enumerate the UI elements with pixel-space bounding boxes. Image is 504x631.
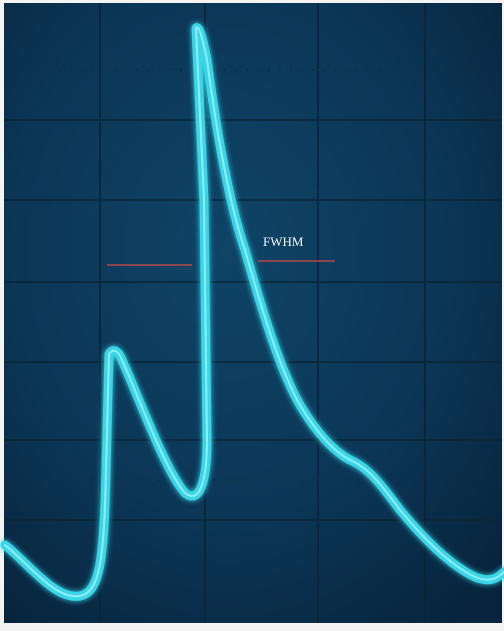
screen (4, 3, 502, 623)
annotation: FWHM (263, 234, 304, 249)
trace-core (4, 26, 504, 598)
